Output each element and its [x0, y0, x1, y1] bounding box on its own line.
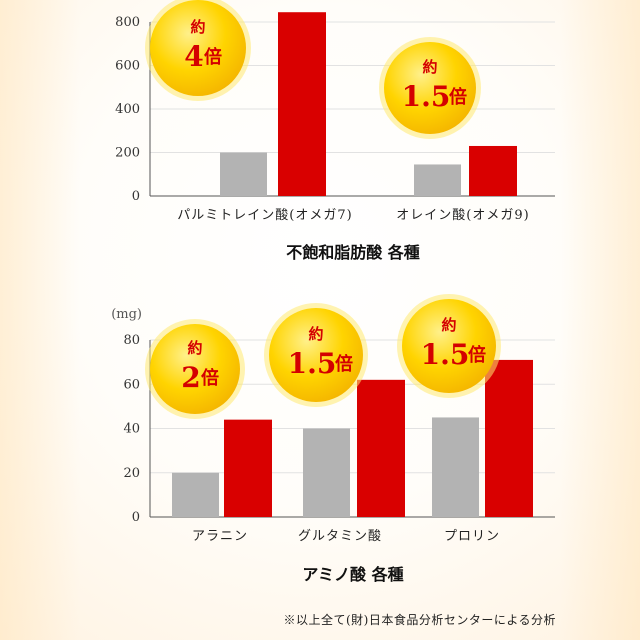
bar-series-2	[224, 419, 272, 517]
bar-series-1	[172, 472, 219, 517]
y-tick-label: 60	[123, 377, 140, 392]
chart-title: 不飽和脂肪酸 各種	[286, 243, 420, 262]
badge-times: 倍	[449, 86, 467, 108]
x-category-label: グルタミン酸	[298, 529, 382, 544]
bar-series-2	[357, 379, 405, 517]
ratio-badge: 約 1.5倍	[264, 303, 368, 407]
badge-number: 4	[184, 40, 203, 73]
ratio-badge: 約 1.5倍	[397, 294, 501, 398]
badge-times: 倍	[201, 367, 219, 389]
badge-times: 倍	[468, 344, 486, 366]
chart-title: アミノ酸 各種	[302, 565, 403, 584]
badge-number: 1.5	[421, 338, 470, 371]
badge-times: 倍	[335, 353, 353, 375]
badge-times: 倍	[204, 46, 222, 68]
y-tick-label: 400	[115, 102, 140, 117]
badge-about: 約	[308, 325, 323, 343]
badge-circle	[402, 299, 496, 393]
badge-about: 約	[190, 18, 205, 36]
badge-number: 1.5	[288, 347, 337, 380]
bar-series-2	[469, 145, 517, 196]
badge-about: 約	[422, 58, 437, 76]
y-tick-label: 600	[115, 59, 140, 74]
badge-about: 約	[441, 316, 456, 334]
x-category-label: プロリン	[444, 529, 500, 544]
badge-number: 2	[181, 361, 200, 394]
chart-1: 0 200 400 600 800 パルミトレイン酸(オメガ7) オレイン酸(オメガ9) 不飽…	[115, 0, 555, 262]
y-tick-label: 40	[123, 422, 140, 437]
bar-series-1	[303, 428, 350, 517]
badge-circle	[384, 42, 476, 134]
footnote: ※以上全て(財)日本食品分析センターによる分析	[283, 613, 556, 627]
y-tick-label: 0	[132, 510, 140, 525]
y-tick-label: 80	[123, 333, 140, 348]
y-tick-label: 0	[132, 189, 140, 204]
bar-series-2	[485, 359, 533, 517]
x-category-label: パルミトレイン酸(オメガ7)	[177, 208, 352, 223]
badge-about: 約	[187, 339, 202, 357]
bar-series-1	[220, 152, 267, 196]
ratio-badge: 約 2 倍	[145, 319, 245, 419]
bar-series-1	[432, 417, 479, 517]
badge-circle	[150, 324, 240, 414]
y-tick-label: 20	[123, 466, 140, 481]
badge-circle	[150, 0, 246, 96]
x-category-label: オレイン酸(オメガ9)	[396, 208, 529, 223]
unit-label: (mg)	[111, 307, 142, 322]
ratio-badge: 約 4 倍	[145, 0, 251, 101]
badge-number: 1.5	[402, 80, 451, 113]
x-category-label: アラニン	[192, 529, 248, 544]
bar-series-1	[414, 164, 461, 196]
ratio-badge: 約 1.5倍	[379, 37, 481, 139]
badge-circle	[269, 308, 363, 402]
y-tick-label: 800	[115, 15, 140, 30]
y-tick-label: 200	[115, 146, 140, 161]
bar-series-2	[278, 12, 326, 197]
